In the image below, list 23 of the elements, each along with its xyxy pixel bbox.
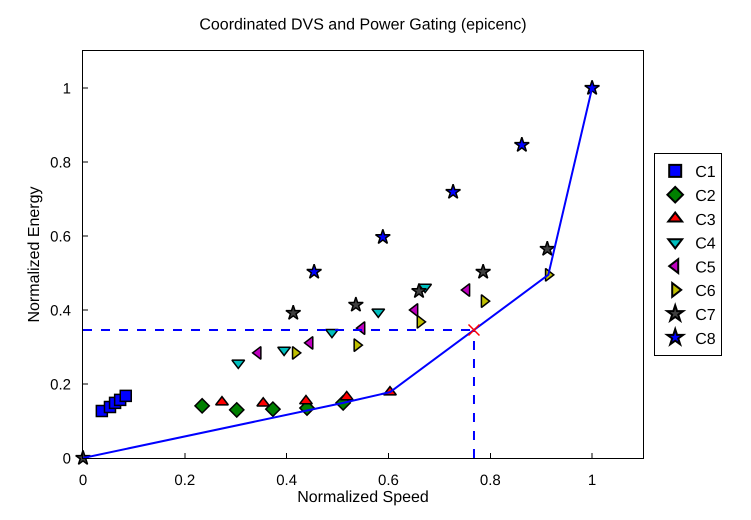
x-tick-label: 0 xyxy=(78,472,88,489)
chart-title: Coordinated DVS and Power Gating (epicenc) xyxy=(199,16,527,34)
x-tick-label: 0.8 xyxy=(480,472,501,489)
x-tick-label: 1 xyxy=(588,472,596,489)
x-tick-label: 0.6 xyxy=(378,472,399,489)
y-tick-label: 0 xyxy=(62,450,71,468)
x-tick-label: 0.2 xyxy=(174,472,196,489)
legend-label: C6 xyxy=(695,283,716,300)
y-axis-title: Normalized Energy xyxy=(26,186,44,323)
legend-label: C2 xyxy=(695,188,716,205)
x-tick-label: 0.4 xyxy=(276,472,298,489)
y-tick-label: 1 xyxy=(62,80,71,98)
x-axis-title: Normalized Speed xyxy=(297,489,429,506)
y-tick-label: 0.6 xyxy=(50,228,71,246)
legend-label: C3 xyxy=(695,212,716,229)
y-tick-label: 0.4 xyxy=(50,302,71,320)
y-tick-label: 0.8 xyxy=(50,154,71,172)
y-tick-label: 0.2 xyxy=(50,376,71,394)
legend-label: C4 xyxy=(695,236,716,253)
legend-label: C7 xyxy=(695,306,716,324)
legend-label: C1 xyxy=(695,164,716,182)
legend-label: C5 xyxy=(695,259,716,276)
legend-label: C8 xyxy=(695,330,716,348)
